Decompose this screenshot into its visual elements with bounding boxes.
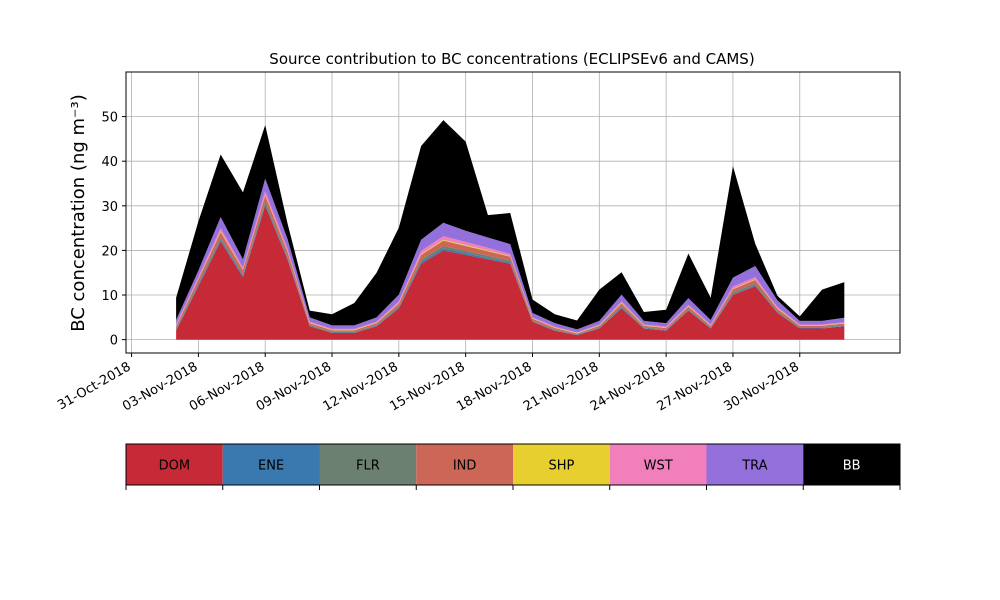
legend-label-ind: IND <box>453 459 477 474</box>
x-tick-label: 15-Nov-2018 <box>387 359 467 414</box>
area-bb <box>176 120 845 330</box>
stacked-areas <box>176 120 845 340</box>
legend-swatch-wst <box>609 444 707 485</box>
y-axis: 0 10 20 30 40 50 <box>101 111 126 349</box>
x-tick-label: 24-Nov-2018 <box>588 359 668 414</box>
area-dom <box>176 205 845 340</box>
legend-label-ene: ENE <box>258 459 284 474</box>
x-tick-label: 03-Nov-2018 <box>120 359 200 414</box>
y-tick-label: 10 <box>101 289 118 304</box>
x-axis: 31-Oct-201803-Nov-201806-Nov-201809-Nov-… <box>55 353 802 414</box>
chart-title: Source contribution to BC concentrations… <box>269 50 754 68</box>
x-tick-label: 09-Nov-2018 <box>254 359 334 414</box>
y-tick-label: 30 <box>101 200 118 215</box>
legend-swatch-bb <box>803 444 900 485</box>
y-tick-label: 20 <box>101 244 118 259</box>
legend-swatch-ene <box>222 444 320 485</box>
legend-label-shp: SHP <box>548 459 574 474</box>
legend-label-bb: BB <box>843 459 861 474</box>
legend-label-tra: TRA <box>741 459 767 474</box>
x-tick-label: 27-Nov-2018 <box>655 359 735 414</box>
plot-frame <box>125 71 901 354</box>
legend-colorbar: DOM ENE FLR IND SHP WST TRA BB <box>125 443 901 490</box>
legend-swatch-flr <box>319 444 417 485</box>
x-tick-label: 21-Nov-2018 <box>521 359 601 414</box>
legend-swatch-tra <box>706 444 804 485</box>
x-tick-label: 06-Nov-2018 <box>187 359 267 414</box>
x-tick-label: 12-Nov-2018 <box>321 359 401 414</box>
y-tick-label: 0 <box>110 334 118 349</box>
legend-label-dom: DOM <box>159 459 190 474</box>
legend-swatch-ind <box>416 444 513 485</box>
x-tick-label: 18-Nov-2018 <box>454 359 534 414</box>
legend-label-flr: FLR <box>356 459 380 474</box>
legend-label-wst: WST <box>644 459 673 474</box>
y-tick-label: 50 <box>101 111 118 126</box>
x-tick-label: 30-Nov-2018 <box>721 359 801 414</box>
legend-swatch-dom <box>126 444 223 485</box>
legend-swatch-shp <box>513 444 610 485</box>
y-axis-label: BC concentration (ng m⁻³) <box>68 94 89 332</box>
y-tick-label: 40 <box>101 155 118 170</box>
